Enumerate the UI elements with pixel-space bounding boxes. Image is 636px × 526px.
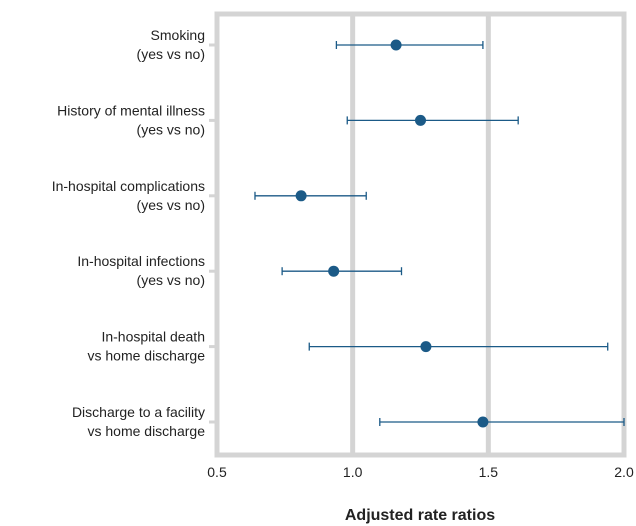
category-label-4-line-0: In-hospital death [101, 329, 205, 345]
category-label-4-line-1: vs home discharge [87, 348, 205, 364]
x-axis-title: Adjusted rate ratios [345, 507, 495, 524]
point-estimate-4 [420, 341, 432, 353]
data-marks [254, 39, 625, 428]
category-label-2-line-0: In-hospital complications [52, 178, 205, 194]
category-label-5-line-1: vs home discharge [87, 423, 205, 439]
plot-border [214, 11, 627, 458]
category-label-0-line-0: Smoking [151, 27, 205, 43]
x-axis-ticks: 0.5 1.0 1.5 2.0 [207, 464, 634, 480]
point-estimate-3 [328, 265, 340, 277]
category-label-3-line-1: (yes vs no) [137, 272, 205, 288]
category-label-1-line-0: History of mental illness [57, 102, 205, 118]
category-label-2-line-1: (yes vs no) [137, 197, 205, 213]
category-label-5-line-0: Discharge to a facility [72, 404, 205, 420]
category-label-1-line-1: (yes vs no) [137, 121, 205, 137]
point-estimate-2 [295, 190, 307, 202]
x-tick-label-2: 1.5 [479, 464, 499, 480]
point-estimate-0 [390, 39, 402, 51]
category-label-3-line-0: In-hospital infections [77, 253, 205, 269]
point-estimate-1 [415, 114, 426, 126]
x-tick-label-1: 1.0 [343, 464, 363, 480]
category-label-0-line-1: (yes vs no) [137, 46, 205, 62]
x-tick-label-3: 2.0 [614, 464, 634, 480]
category-labels: Smoking (yes vs no) History of mental illn… [52, 27, 219, 439]
plot-frame [214, 11, 627, 458]
point-estimate-5 [477, 416, 489, 428]
grid-lines [350, 14, 491, 455]
x-tick-label-0: 0.5 [207, 464, 227, 480]
